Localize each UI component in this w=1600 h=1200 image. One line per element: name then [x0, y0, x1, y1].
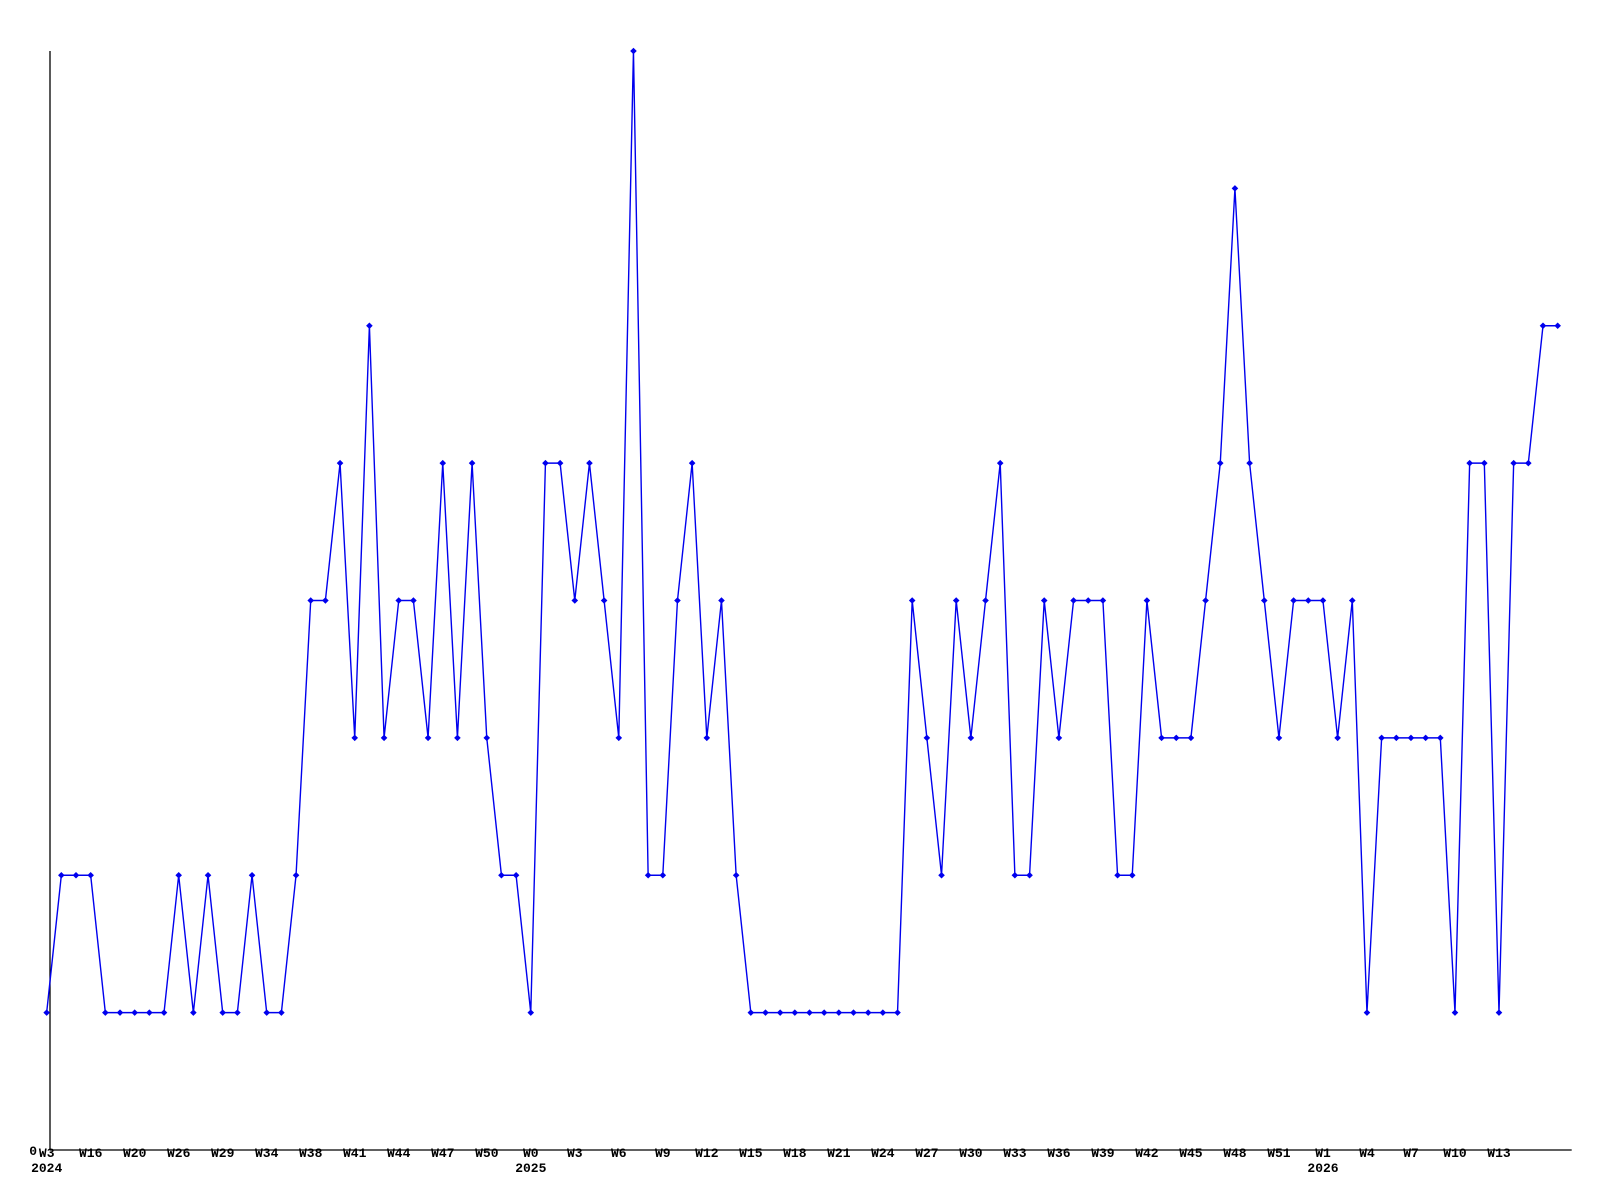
svg-text:W30: W30 — [959, 1146, 983, 1161]
svg-text:W13: W13 — [1487, 1146, 1511, 1161]
svg-text:W16: W16 — [79, 1146, 103, 1161]
svg-text:W18: W18 — [783, 1146, 807, 1161]
svg-text:2025: 2025 — [515, 1161, 546, 1176]
svg-text:W0: W0 — [523, 1146, 539, 1161]
svg-text:W38: W38 — [299, 1146, 323, 1161]
svg-text:2024: 2024 — [31, 1161, 62, 1176]
svg-text:W9: W9 — [655, 1146, 671, 1161]
svg-text:W21: W21 — [827, 1146, 851, 1161]
svg-text:W15: W15 — [739, 1146, 763, 1161]
svg-text:W47: W47 — [431, 1146, 454, 1161]
svg-text:W50: W50 — [475, 1146, 499, 1161]
svg-text:W41: W41 — [343, 1146, 367, 1161]
svg-text:W4: W4 — [1359, 1146, 1375, 1161]
svg-text:W24: W24 — [871, 1146, 895, 1161]
svg-text:W45: W45 — [1179, 1146, 1203, 1161]
svg-text:2026: 2026 — [1307, 1161, 1338, 1176]
svg-text:W12: W12 — [695, 1146, 719, 1161]
svg-text:W27: W27 — [915, 1146, 938, 1161]
svg-text:W36: W36 — [1047, 1146, 1071, 1161]
svg-text:W51: W51 — [1267, 1146, 1291, 1161]
svg-text:W48: W48 — [1223, 1146, 1247, 1161]
svg-text:W34: W34 — [255, 1146, 279, 1161]
svg-text:W26: W26 — [167, 1146, 191, 1161]
svg-text:W10: W10 — [1443, 1146, 1467, 1161]
svg-text:W20: W20 — [123, 1146, 147, 1161]
svg-text:W39: W39 — [1091, 1146, 1115, 1161]
svg-text:W29: W29 — [211, 1146, 235, 1161]
svg-text:W3: W3 — [567, 1146, 583, 1161]
svg-text:W6: W6 — [611, 1146, 627, 1161]
svg-text:W7: W7 — [1403, 1146, 1419, 1161]
svg-text:W1: W1 — [1315, 1146, 1331, 1161]
svg-text:W44: W44 — [387, 1146, 411, 1161]
svg-text:0: 0 — [29, 1144, 37, 1159]
svg-text:W3: W3 — [39, 1146, 55, 1161]
svg-text:W33: W33 — [1003, 1146, 1027, 1161]
svg-text:W42: W42 — [1135, 1146, 1159, 1161]
